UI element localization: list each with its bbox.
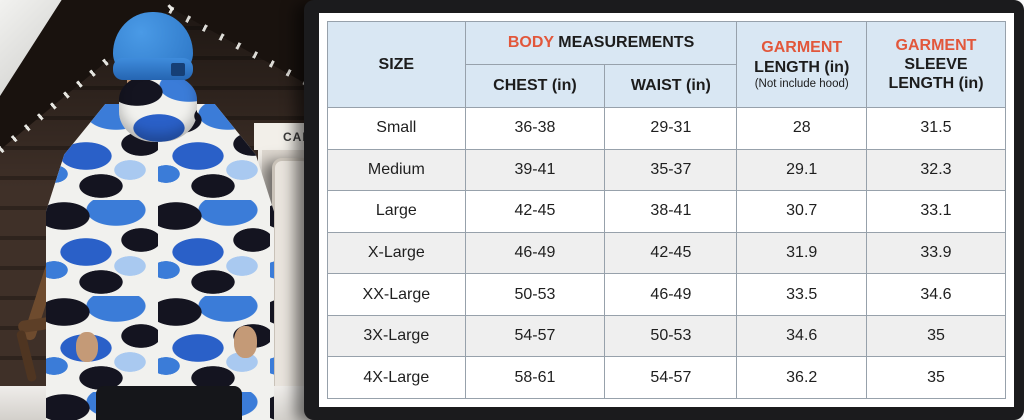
- cell-size: X-Large: [327, 231, 466, 275]
- header-body-measurements: BODY MEASUREMENTS: [464, 21, 738, 65]
- product-photo: CAR: [0, 0, 314, 420]
- header-chest: CHEST (in): [464, 64, 606, 108]
- cell-waist: 42-45: [604, 231, 738, 275]
- cell-chest: 42-45: [464, 190, 606, 233]
- cell-length: 36.2: [736, 356, 867, 399]
- model-hand: [234, 326, 257, 358]
- cell-sleeve: 33.1: [865, 190, 1007, 233]
- cell-size: Large: [327, 190, 466, 233]
- cell-sleeve: 31.5: [865, 107, 1007, 150]
- cell-size: XX-Large: [327, 273, 466, 316]
- cell-waist: 46-49: [604, 273, 738, 316]
- size-chart-table: SIZE BODY MEASUREMENTS GARMENT LENGTH (i…: [327, 21, 1007, 399]
- cell-sleeve: 35: [865, 356, 1007, 399]
- cell-size: 3X-Large: [327, 314, 466, 358]
- cell-sleeve: 32.3: [865, 148, 1007, 192]
- cell-sleeve: 34.6: [865, 273, 1007, 316]
- cell-chest: 46-49: [464, 231, 606, 275]
- model-hand: [76, 332, 98, 362]
- header-garment-length-note: (Not include hood): [754, 77, 849, 90]
- table-row: Small 36-38 29-31 28 31.5: [327, 107, 1007, 150]
- table-row: 4X-Large 58-61 54-57 36.2 35: [327, 356, 1007, 399]
- cell-length: 33.5: [736, 273, 867, 316]
- size-chart-card: SIZE BODY MEASUREMENTS GARMENT LENGTH (i…: [319, 13, 1014, 407]
- cell-size: 4X-Large: [327, 356, 466, 399]
- model-pants: [96, 386, 242, 420]
- header-garment-length: GARMENT LENGTH (in) (Not include hood): [736, 21, 867, 108]
- cell-waist: 54-57: [604, 356, 738, 399]
- cell-waist: 35-37: [604, 148, 738, 192]
- header-body-accent: BODY: [507, 34, 554, 51]
- cell-waist: 29-31: [604, 107, 738, 150]
- cell-length: 28: [736, 107, 867, 150]
- cell-chest: 58-61: [464, 356, 606, 399]
- cell-chest: 54-57: [464, 314, 606, 358]
- cell-sleeve: 35: [865, 314, 1007, 358]
- cell-chest: 39-41: [464, 148, 606, 192]
- header-waist: WAIST (in): [604, 64, 738, 108]
- cell-sleeve: 33.9: [865, 231, 1007, 275]
- cell-chest: 50-53: [464, 273, 606, 316]
- cell-length: 30.7: [736, 190, 867, 233]
- table-row: Large 42-45 38-41 30.7 33.1: [327, 190, 1007, 233]
- table-row: Medium 39-41 35-37 29.1 32.3: [327, 148, 1007, 192]
- header-garment-sleeve: GARMENT SLEEVE LENGTH (in): [865, 21, 1007, 108]
- cell-chest: 36-38: [464, 107, 606, 150]
- header-size: SIZE: [327, 21, 466, 108]
- table-row: XX-Large 50-53 46-49 33.5 34.6: [327, 273, 1007, 316]
- table-row: 3X-Large 54-57 50-53 34.6 35: [327, 314, 1007, 358]
- beanie-logo: [171, 63, 185, 76]
- cell-length: 34.6: [736, 314, 867, 358]
- header-body-rest: MEASUREMENTS: [558, 34, 695, 51]
- table-row: X-Large 46-49 42-45 31.9 33.9: [327, 231, 1007, 275]
- cell-length: 31.9: [736, 231, 867, 275]
- size-chart-frame: SIZE BODY MEASUREMENTS GARMENT LENGTH (i…: [304, 0, 1024, 420]
- model-neck-gaiter: [119, 76, 197, 142]
- cell-size: Small: [327, 107, 466, 150]
- cell-length: 29.1: [736, 148, 867, 192]
- model-beanie: [113, 12, 193, 80]
- cell-waist: 50-53: [604, 314, 738, 358]
- cell-waist: 38-41: [604, 190, 738, 233]
- cell-size: Medium: [327, 148, 466, 192]
- model-jacket: [46, 104, 274, 420]
